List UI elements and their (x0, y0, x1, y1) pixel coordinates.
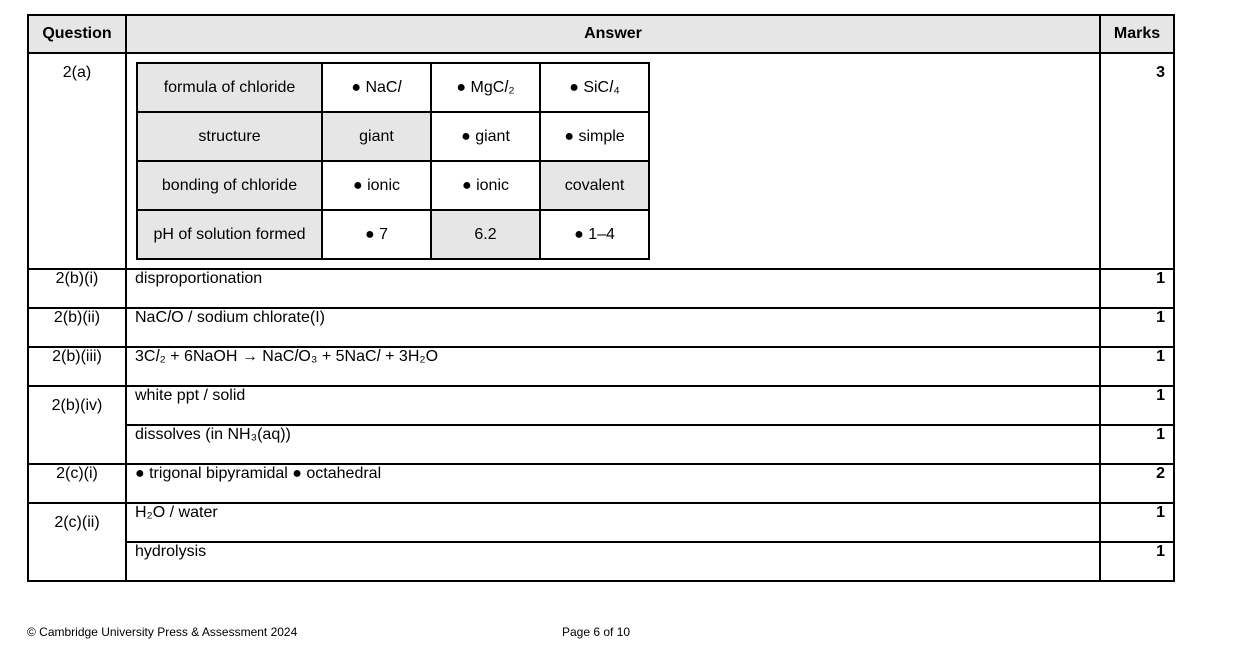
property-value: 6.2 (430, 209, 541, 260)
answer-cell: white ppt / solid (125, 385, 1101, 426)
answer-cell: ● trigonal bipyramidal ● octahedral (125, 463, 1101, 504)
table-row: 2(b)(iii) 3C𝑙₂ + 6NaOH → NaC𝑙O₃ + 5NaC𝑙 … (27, 346, 1175, 387)
page-number: Page 6 of 10 (562, 625, 631, 639)
answer-cell: formula of chloride ● NaC𝑙 ● MgC𝑙₂ ● SiC𝑙₄ s… (125, 52, 1101, 270)
property-value: ● MgC𝑙₂ (430, 62, 541, 113)
header-row: Question Answer Marks (27, 14, 1175, 54)
table-row: hydrolysis 1 (28, 541, 1175, 582)
answer-cell: disproportionation (125, 268, 1101, 309)
property-value: covalent (539, 160, 650, 211)
property-value: ● giant (430, 111, 541, 162)
marks-cell: 1 (1099, 502, 1175, 543)
marks-header: Marks (1099, 14, 1175, 54)
inner-row: structure giant ● giant ● simple (136, 111, 650, 162)
property-label: bonding of chloride (136, 160, 323, 211)
question-cell: 2(c)(ii) (27, 502, 127, 582)
property-value: ● simple (539, 111, 650, 162)
marks-cell: 1 (1099, 268, 1175, 309)
answer-cell: dissolves (in NH₃(aq)) (125, 424, 1101, 465)
property-value: ● 1–4 (539, 209, 650, 260)
property-value: ● ionic (430, 160, 541, 211)
question-cell: 2(b)(i) (27, 268, 127, 309)
inner-row: pH of solution formed ● 7 6.2 ● 1–4 (136, 209, 650, 260)
question-cell: 2(c)(i) (27, 463, 127, 504)
question-cell: 2(a) (27, 52, 127, 270)
marks-cell: 3 (1099, 52, 1175, 270)
property-label: pH of solution formed (136, 209, 323, 260)
table-row: 2(b)(ii) NaC𝑙O / sodium chlorate(I) 1 (27, 307, 1175, 348)
question-cell: 2(b)(iv) (27, 385, 127, 465)
marks-cell: 1 (1099, 541, 1175, 582)
property-label: formula of chloride (136, 62, 323, 113)
table-row: dissolves (in NH₃(aq)) 1 (28, 424, 1175, 465)
question-cell: 2(b)(iii) (27, 346, 127, 387)
marks-cell: 1 (1099, 346, 1175, 387)
answer-cell: NaC𝑙O / sodium chlorate(I) (125, 307, 1101, 348)
table-row: 2(c)(i) ● trigonal bipyramidal ● octahed… (27, 463, 1175, 504)
table-row: 2(c)(ii) H₂O / water 1 (27, 502, 1175, 582)
marks-cell: 2 (1099, 463, 1175, 504)
property-value: ● NaC𝑙 (321, 62, 432, 113)
property-label: structure (136, 111, 323, 162)
property-value: ● 7 (321, 209, 432, 260)
answer-cell: hydrolysis (125, 541, 1101, 582)
answer-cell: 3C𝑙₂ + 6NaOH → NaC𝑙O₃ + 5NaC𝑙 + 3H₂O (125, 346, 1101, 387)
marks-cell: 1 (1099, 424, 1175, 465)
copyright-footer: © Cambridge University Press & Assessmen… (27, 625, 298, 639)
chloride-properties-table: formula of chloride ● NaC𝑙 ● MgC𝑙₂ ● SiC𝑙₄ s… (136, 62, 650, 260)
inner-row: formula of chloride ● NaC𝑙 ● MgC𝑙₂ ● SiC𝑙₄ (136, 62, 650, 113)
property-value: giant (321, 111, 432, 162)
question-header: Question (27, 14, 127, 54)
answer-cell: H₂O / water (125, 502, 1101, 543)
mark-scheme-table: Question Answer Marks 2(a) formula of ch… (27, 14, 1175, 582)
table-row: 2(b)(iv) white ppt / solid 1 (27, 385, 1175, 465)
property-value: ● ionic (321, 160, 432, 211)
table-row-2a: 2(a) formula of chloride ● NaC𝑙 ● MgC𝑙₂ ● S… (27, 52, 1175, 270)
marks-cell: 1 (1099, 385, 1175, 426)
property-value: ● SiC𝑙₄ (539, 62, 650, 113)
inner-row: bonding of chloride ● ionic ● ionic covalen… (136, 160, 650, 211)
question-cell: 2(b)(ii) (27, 307, 127, 348)
table-row: 2(b)(i) disproportionation 1 (27, 268, 1175, 309)
answer-header: Answer (125, 14, 1101, 54)
marks-cell: 1 (1099, 307, 1175, 348)
